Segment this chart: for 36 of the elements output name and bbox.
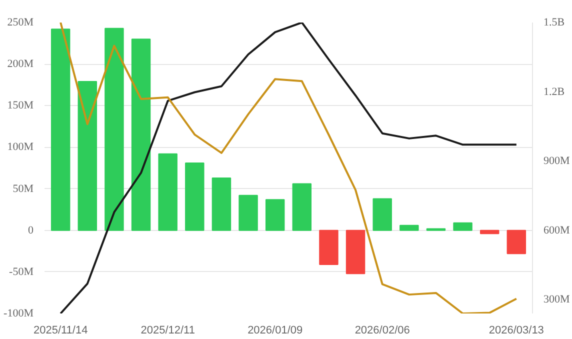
x-tick-label: 2026/01/09 <box>248 324 303 336</box>
x-tick-label: 2026/03/13 <box>488 324 544 336</box>
bar <box>50 28 70 231</box>
y-tick-label: 250M <box>7 16 34 28</box>
bar <box>372 198 392 231</box>
y2-tick-label: 1.2B <box>544 86 565 98</box>
bar <box>158 153 178 231</box>
y-tick-label: 100M <box>7 141 34 154</box>
y-tick-label: -100M <box>4 308 34 320</box>
bar <box>78 81 98 231</box>
y-tick-label: 0 <box>28 224 34 236</box>
y2-tick-label: 300M <box>544 294 570 306</box>
x-tick-label: 2026/02/06 <box>354 324 410 336</box>
bar <box>292 183 312 231</box>
bar <box>131 38 151 231</box>
line-series <box>60 22 518 314</box>
x-tick-label: 2025/11/14 <box>33 324 88 336</box>
y-tick-label: 50M <box>12 182 34 195</box>
y-tick-label: -50M <box>9 266 34 278</box>
y2-tick-label: 600M <box>544 224 570 236</box>
y-tick-label: 200M <box>7 58 34 70</box>
bar <box>238 194 258 231</box>
bar <box>346 230 366 274</box>
bar <box>185 162 204 231</box>
bar <box>319 230 338 265</box>
bar <box>453 222 472 231</box>
y2-tick-label: 1.5B <box>544 16 565 28</box>
bar <box>265 199 285 231</box>
bar <box>212 177 232 231</box>
y-tick-label: 150M <box>7 100 34 112</box>
y2-tick-label: 900M <box>544 155 570 168</box>
bar <box>506 230 526 254</box>
bar <box>400 224 419 231</box>
x-tick-label: 2025/12/11 <box>140 324 195 336</box>
bar <box>480 230 500 234</box>
bar <box>104 28 124 231</box>
